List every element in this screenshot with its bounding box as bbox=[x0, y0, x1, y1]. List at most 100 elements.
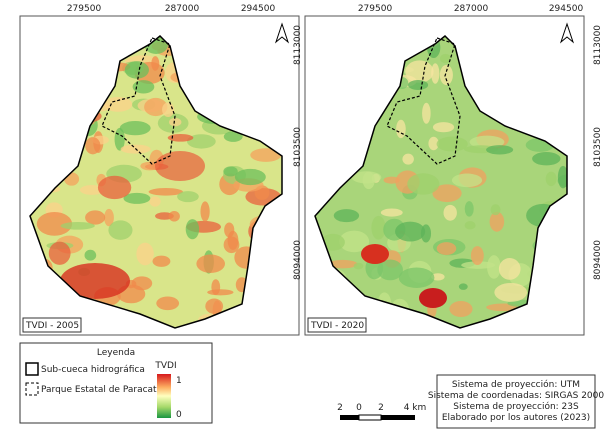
scale-label: 0 bbox=[356, 403, 362, 413]
raster-patch bbox=[156, 296, 180, 311]
raster-patch bbox=[487, 255, 501, 279]
raster-patch bbox=[494, 282, 528, 302]
north-arrow bbox=[274, 22, 290, 44]
raster-patch bbox=[371, 215, 386, 240]
raster-patch bbox=[490, 204, 501, 216]
raster-patch bbox=[333, 209, 360, 223]
raster-patch bbox=[407, 173, 440, 195]
raster-patch bbox=[432, 184, 462, 203]
x-coord: 279500 bbox=[358, 4, 393, 14]
raster-patch bbox=[177, 191, 199, 203]
panel-label: TVDI - 2020 bbox=[310, 321, 364, 331]
raster-patch bbox=[407, 80, 429, 91]
raster-patch bbox=[196, 254, 225, 273]
raster-patch bbox=[327, 259, 358, 269]
park-outline bbox=[386, 37, 461, 165]
raster-patch bbox=[498, 258, 521, 280]
raster-patch bbox=[377, 259, 403, 281]
basin-outline bbox=[314, 34, 568, 329]
raster-patch bbox=[168, 210, 180, 222]
raster-patch bbox=[420, 224, 432, 243]
raster-patch bbox=[200, 201, 210, 222]
raster-patch bbox=[207, 289, 234, 296]
raster-patch bbox=[532, 152, 561, 166]
raster-patch bbox=[144, 97, 168, 117]
raster-patch bbox=[557, 165, 567, 189]
raster-patch bbox=[36, 212, 73, 236]
raster-patch bbox=[140, 161, 159, 171]
y-coord: 8113000 bbox=[293, 25, 303, 65]
x-coord: 294500 bbox=[241, 4, 276, 14]
raster-patch bbox=[436, 242, 457, 256]
legend-item: Sub-cueca hidrográfica bbox=[41, 365, 145, 375]
map-panel: TVDI - 2020 279500 287000 294500 8113000 8103… bbox=[304, 4, 603, 336]
park-outline bbox=[101, 37, 176, 165]
map-panel: TVDI - 2005 279500 287000 294500 8113000 8103… bbox=[19, 4, 303, 336]
raster-patch bbox=[395, 221, 426, 242]
panel-label-box bbox=[22, 317, 82, 333]
raster-patch bbox=[223, 166, 238, 177]
raster-patch bbox=[186, 134, 216, 149]
raster-patch bbox=[470, 246, 484, 266]
raster-patch bbox=[339, 230, 370, 253]
raster-patch bbox=[119, 121, 151, 136]
raster-patch bbox=[79, 185, 104, 195]
raster-patch bbox=[419, 288, 447, 308]
legend-symbol bbox=[25, 362, 39, 376]
raster-patch bbox=[234, 168, 266, 186]
raster-patch bbox=[167, 133, 194, 142]
raster-patch bbox=[162, 102, 175, 117]
raster-patch bbox=[439, 64, 453, 86]
scale-label: 2 bbox=[378, 403, 384, 413]
raster-patch bbox=[103, 96, 133, 112]
y-coord: 8094000 bbox=[293, 240, 303, 280]
raster-patch bbox=[148, 187, 184, 196]
y-coord: 8103500 bbox=[293, 127, 303, 167]
raster-patch bbox=[223, 131, 243, 142]
raster-patch bbox=[136, 242, 154, 266]
info-line: Elaborado por los autores (2023) bbox=[442, 413, 590, 423]
raster-patch bbox=[464, 201, 474, 217]
raster-patch bbox=[449, 301, 473, 317]
raster-patch bbox=[402, 153, 414, 165]
ramp-title: TVDI bbox=[154, 361, 176, 371]
raster-patch bbox=[85, 210, 106, 225]
north-arrow bbox=[559, 22, 575, 44]
raster-patch bbox=[405, 60, 434, 83]
raster-patch bbox=[151, 56, 160, 71]
raster-patch bbox=[431, 63, 440, 84]
x-coord: 294500 bbox=[549, 4, 584, 14]
raster-patch bbox=[152, 255, 171, 267]
y-coord: 8094000 bbox=[593, 240, 603, 280]
scale-label: 4 km bbox=[404, 403, 427, 413]
raster-patch bbox=[351, 171, 382, 184]
raster-patch bbox=[439, 53, 452, 64]
raster-patch bbox=[398, 267, 435, 288]
info-box bbox=[436, 374, 596, 429]
legend-box bbox=[19, 342, 213, 424]
legend-item: Parque Estatal de Paracatu bbox=[41, 385, 162, 395]
raster-patch bbox=[486, 145, 514, 155]
info-line: Sistema de proyección: 23S bbox=[453, 401, 579, 412]
basin-outline bbox=[29, 34, 283, 329]
raster-patch bbox=[97, 175, 132, 200]
info-line: Sistema de coordenadas: SIRGAS 2000 bbox=[428, 391, 605, 401]
raster-patch bbox=[60, 222, 95, 230]
raster-patch bbox=[428, 136, 439, 151]
raster-patch bbox=[353, 262, 364, 270]
raster-patch bbox=[104, 208, 114, 227]
raster-patch bbox=[227, 230, 239, 250]
panel-label: TVDI - 2005 bbox=[25, 321, 79, 331]
raster-patch bbox=[185, 219, 200, 240]
legend-symbol bbox=[25, 382, 39, 396]
y-coord: 8103500 bbox=[593, 127, 603, 167]
raster-patch bbox=[443, 204, 457, 221]
raster-patch bbox=[436, 136, 468, 152]
raster-patch bbox=[155, 151, 205, 181]
x-coord: 287000 bbox=[165, 4, 200, 14]
scale-label: 2 bbox=[337, 403, 343, 413]
raster-patch bbox=[149, 196, 161, 207]
raster-patch bbox=[545, 171, 557, 187]
raster-patch bbox=[60, 263, 130, 299]
